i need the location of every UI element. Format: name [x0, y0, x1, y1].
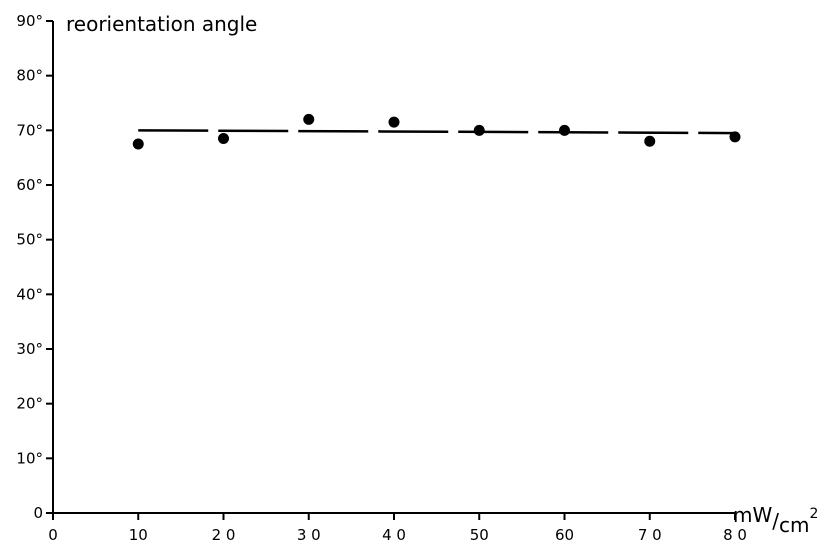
- reference-line-segment: [138, 129, 736, 135]
- data-point: [132, 138, 144, 150]
- x-axis-label-slash: /: [772, 509, 779, 533]
- y-tick-label: 20°: [16, 395, 43, 413]
- data-point: [644, 135, 656, 147]
- reference-line: [138, 129, 736, 135]
- y-axis-label: reorientation angle: [66, 12, 257, 36]
- y-tick-label: 30°: [16, 340, 43, 358]
- y-tick-label: 60°: [16, 176, 43, 194]
- x-tick-label: 50: [470, 526, 489, 544]
- data-points: [132, 113, 741, 150]
- y-tick-label: 0: [33, 504, 43, 522]
- x-axis-label-main: mW: [733, 503, 772, 527]
- x-tick-label: 7 0: [638, 526, 662, 544]
- data-point: [473, 124, 485, 136]
- data-point: [218, 133, 229, 145]
- x-tick-label: 0: [48, 526, 58, 544]
- y-tick-label: 90°: [16, 12, 43, 30]
- x-tick-label: 3 0: [297, 526, 321, 544]
- data-point: [388, 116, 400, 128]
- x-tick-label: 2 0: [212, 526, 236, 544]
- x-axis-label: mW/cm2: [733, 503, 818, 537]
- x-axis-label-unit: cm: [779, 513, 809, 537]
- y-tick-label: 50°: [16, 231, 43, 249]
- x-tick-label: 4 0: [382, 526, 406, 544]
- y-tick-label: 40°: [16, 285, 43, 303]
- y-tick-label: 70°: [16, 121, 43, 139]
- x-tick-label: 10: [129, 526, 148, 544]
- y-tick-label: 10°: [16, 449, 43, 467]
- data-point: [559, 124, 570, 136]
- y-tick-label: 80°: [16, 67, 43, 85]
- x-tick-label: 8 0: [723, 526, 747, 544]
- x-tick-label: 60: [555, 526, 574, 544]
- data-point: [303, 113, 315, 125]
- data-point: [729, 131, 741, 143]
- x-axis-label-exponent: 2: [810, 506, 819, 522]
